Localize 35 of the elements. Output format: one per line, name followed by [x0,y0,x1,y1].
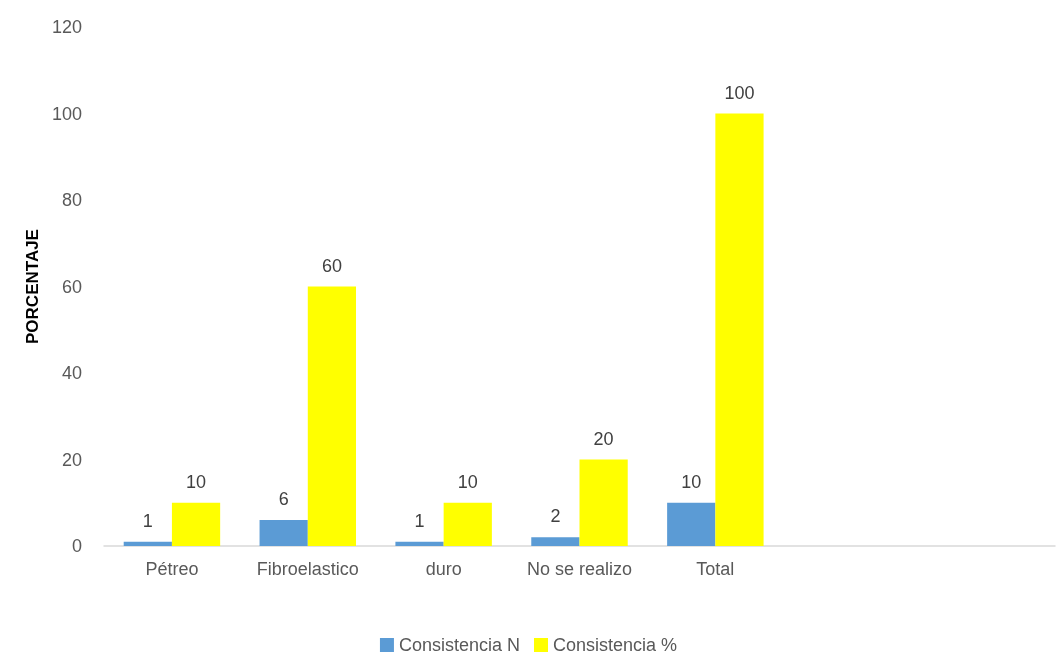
data-label: 1 [142,510,153,531]
bar [531,537,580,546]
bar [715,113,764,546]
legend-label: Consistencia N [398,635,521,655]
bar [123,541,172,546]
y-tick-label: 60 [61,276,82,297]
data-label: 6 [278,489,289,510]
x-tick-label: No se realizo [526,559,633,579]
bar [307,286,357,546]
x-tick-label: Pétreo [145,559,199,579]
y-tick-label: 0 [71,536,82,556]
x-tick-label: Total [696,559,735,579]
legend-label: Consistencia % [553,635,678,655]
data-label: 10 [681,471,702,492]
data-label: 1 [414,510,425,531]
data-label: 100 [724,82,755,103]
bar [259,520,308,546]
data-label: 60 [321,255,342,276]
data-label: 2 [550,506,561,527]
y-tick-label: 120 [51,17,82,37]
x-tick-label: duro [425,559,462,579]
y-tick-label: 100 [51,103,82,124]
bar [443,502,492,546]
bar [395,541,444,546]
bar [667,502,716,546]
bar [579,459,628,546]
data-label: 20 [593,428,614,449]
y-axis-title: PORCENTAJE [23,229,43,344]
x-tick-label: Fibroelastico [256,559,359,579]
y-tick-label: 20 [61,449,82,470]
y-tick-label: 80 [61,190,82,210]
y-tick-label: 40 [61,363,82,383]
data-label: 10 [186,471,207,492]
data-label: 10 [457,471,478,492]
bar [171,502,221,546]
